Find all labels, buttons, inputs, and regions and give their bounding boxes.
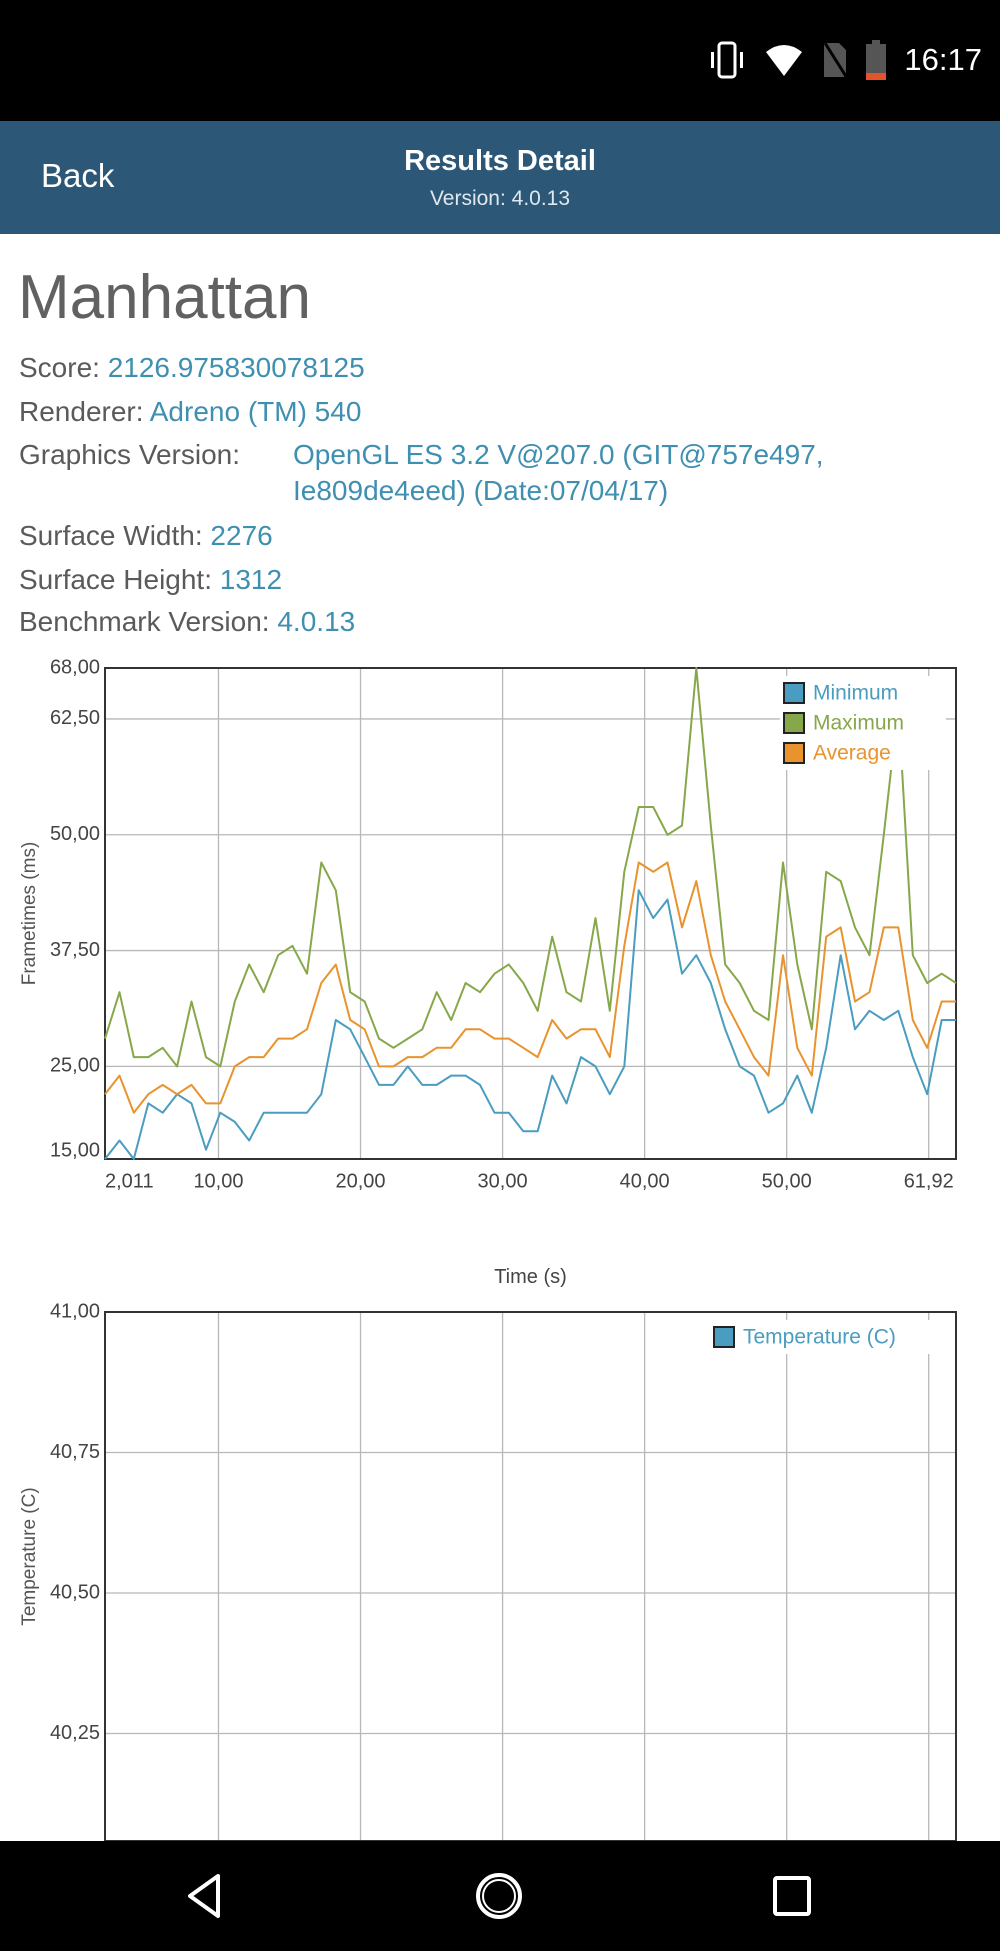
legend-background bbox=[780, 676, 946, 770]
y-tick-label: 41,00 bbox=[50, 1300, 100, 1322]
y-tick-label: 15,00 bbox=[50, 1139, 100, 1161]
legend-swatch bbox=[783, 742, 805, 764]
info-label: Benchmark Version: bbox=[19, 606, 270, 637]
info-value: 2276 bbox=[210, 520, 273, 551]
info-value-line1: OpenGL ES 3.2 V@207.0 (GIT@757e497, bbox=[293, 439, 824, 470]
back-button[interactable]: Back bbox=[41, 157, 115, 194]
y-axis-label: Temperature (C) bbox=[19, 1487, 40, 1625]
series-line-minimum bbox=[104, 889, 956, 1160]
info-row-graphics-version: Graphics Version: OpenGL ES 3.2 V@207.0 … bbox=[19, 439, 919, 519]
legend-label: Minimum bbox=[813, 682, 898, 705]
y-tick-label: 50,00 bbox=[50, 823, 100, 845]
y-tick-label: 25,00 bbox=[50, 1055, 100, 1077]
plot-frame bbox=[104, 667, 957, 1160]
y-tick-label: 68,00 bbox=[50, 656, 100, 678]
vibrate-icon bbox=[711, 41, 744, 79]
x-tick-label: 30,00 bbox=[478, 1170, 528, 1192]
x-tick-label: 10,00 bbox=[193, 1170, 243, 1192]
home-nav-icon[interactable] bbox=[474, 1871, 524, 1921]
info-row-surface-height: Surface Height: 1312 bbox=[19, 564, 282, 596]
status-bar: 16:17 bbox=[0, 0, 1000, 121]
benchmark-name: Manhattan bbox=[18, 263, 311, 332]
info-value: 4.0.13 bbox=[277, 606, 356, 637]
info-label: Score: bbox=[19, 352, 100, 383]
navigation-bar bbox=[0, 1841, 1000, 1951]
x-tick-label: 61,92 bbox=[904, 1170, 954, 1192]
legend-swatch bbox=[783, 682, 805, 704]
no-sim-icon bbox=[824, 42, 849, 79]
legend-swatch bbox=[783, 712, 805, 734]
y-tick-label: 40,50 bbox=[50, 1581, 100, 1603]
info-label: Surface Width: bbox=[19, 520, 203, 551]
y-axis-label: Frametimes (ms) bbox=[19, 842, 40, 986]
toolbar: Back Results Detail Version: 4.0.13 bbox=[0, 121, 1000, 234]
legend-label: Average bbox=[813, 742, 891, 765]
info-value-line2: Ie809de4eed) (Date:07/04/17) bbox=[293, 475, 669, 506]
x-tick-label: 40,00 bbox=[620, 1170, 670, 1192]
y-tick-label: 37,50 bbox=[50, 939, 100, 961]
legend-label: Temperature (C) bbox=[743, 1326, 896, 1349]
info-value: OpenGL ES 3.2 V@207.0 (GIT@757e497, Ie80… bbox=[293, 439, 824, 511]
x-tick-label: 2,011 bbox=[105, 1170, 154, 1192]
info-row-surface-width: Surface Width: 2276 bbox=[19, 520, 273, 552]
info-value: Adreno (TM) 540 bbox=[149, 396, 362, 427]
info-value: 2126.975830078125 bbox=[107, 352, 365, 383]
y-tick-label: 40,75 bbox=[50, 1441, 100, 1463]
series-line-maximum bbox=[104, 667, 957, 1068]
x-tick-label: 50,00 bbox=[762, 1170, 812, 1192]
battery-low-icon bbox=[866, 40, 887, 80]
x-axis-label: Time (s) bbox=[494, 1266, 567, 1288]
info-label: Surface Height: bbox=[19, 564, 212, 595]
wifi-icon bbox=[766, 45, 803, 76]
version-subtitle: Version: 4.0.13 bbox=[429, 187, 571, 210]
info-value: 1312 bbox=[219, 564, 283, 595]
x-tick-label: 20,00 bbox=[336, 1170, 386, 1192]
back-nav-icon[interactable] bbox=[180, 1871, 230, 1921]
info-label: Renderer: bbox=[19, 396, 144, 427]
legend-label: Maximum bbox=[813, 712, 904, 735]
info-row-score: Score: 2126.975830078125 bbox=[19, 352, 365, 384]
series-line-average bbox=[104, 861, 956, 1114]
clock: 16:17 bbox=[904, 42, 982, 77]
legend-swatch bbox=[713, 1326, 735, 1348]
y-tick-label: 62,50 bbox=[50, 707, 100, 729]
y-tick-label: 40,25 bbox=[50, 1722, 100, 1744]
info-label: Graphics Version: bbox=[19, 439, 240, 470]
recents-nav-icon[interactable] bbox=[767, 1871, 817, 1921]
page-title: Results Detail bbox=[404, 145, 596, 177]
info-row-renderer: Renderer: Adreno (TM) 540 bbox=[19, 396, 361, 428]
info-row-benchmark-version: Benchmark Version: 4.0.13 bbox=[19, 606, 355, 638]
legend-background bbox=[710, 1320, 946, 1354]
plot-frame bbox=[104, 1311, 957, 1842]
